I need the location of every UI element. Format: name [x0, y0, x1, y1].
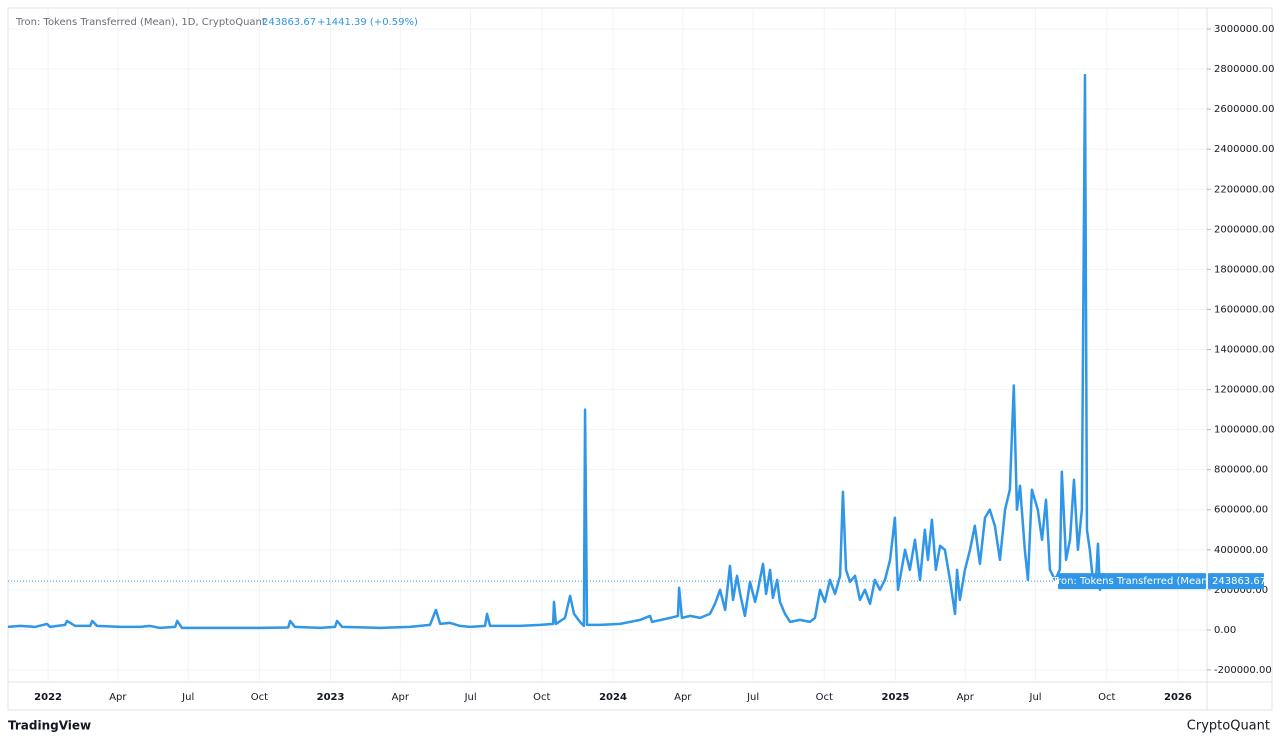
y-tick-label: 1000000.00 — [1214, 425, 1274, 436]
x-tick-label: Oct — [1098, 692, 1115, 703]
x-tick-label: Jul — [746, 692, 759, 703]
grid — [8, 8, 1207, 682]
footer-left: TradingView — [8, 719, 91, 733]
x-tick-label: 2023 — [317, 692, 345, 703]
y-tick-label: 2800000.00 — [1214, 64, 1274, 75]
x-tick-label: 2024 — [599, 692, 627, 703]
last-value: 243863.67 — [262, 17, 316, 28]
x-tick-label: Oct — [533, 692, 550, 703]
series-badge — [1058, 573, 1206, 590]
y-tick-label: 2000000.00 — [1214, 224, 1274, 235]
series-line — [7, 73, 1104, 630]
x-tick-label: 2022 — [34, 692, 62, 703]
y-tick-label: 2200000.00 — [1214, 184, 1274, 195]
price-label: 243863.67 — [1212, 576, 1266, 587]
axes: -200000.00 0.00 200000.00 400000.00 600000.0… — [34, 24, 1274, 703]
footer-right: CryptoQuant — [1187, 719, 1270, 734]
y-tick-label: 2400000.00 — [1214, 144, 1274, 155]
change: +1441.39 (+0.59%) — [317, 17, 418, 28]
x-tick-label: Jul — [181, 692, 194, 703]
x-tick-label: Oct — [816, 692, 833, 703]
y-tick-label: 1600000.00 — [1214, 304, 1274, 315]
frame — [7, 7, 1273, 711]
price-badge — [1208, 573, 1264, 590]
chart-title: Tron: Tokens Transferred (Mean), 1D, Cry… — [15, 17, 266, 28]
y-tick-label: -200000.00 — [1214, 665, 1272, 676]
x-tick-label: Apr — [674, 692, 692, 703]
x-tick-label: 2026 — [1164, 692, 1192, 703]
y-tick-label: 2600000.00 — [1214, 104, 1274, 115]
y-tick-label: 600000.00 — [1214, 505, 1268, 516]
y-tick-label: 1800000.00 — [1214, 264, 1274, 275]
x-tick-label: Jul — [464, 692, 477, 703]
y-tick-label: 1200000.00 — [1214, 385, 1274, 396]
x-tick-label: Apr — [109, 692, 127, 703]
x-tick-label: Apr — [392, 692, 410, 703]
y-tick-label: 1400000.00 — [1214, 345, 1274, 356]
y-tick-label: 400000.00 — [1214, 545, 1268, 556]
x-tick-label: Oct — [251, 692, 268, 703]
plot — [7, 73, 1207, 630]
y-tick-label: 3000000.00 — [1214, 24, 1274, 35]
x-tick-label: 2025 — [882, 692, 910, 703]
y-tick-label: 800000.00 — [1214, 465, 1268, 476]
series-badge-label: Tron: Tokens Transferred (Mean) — [1051, 576, 1211, 587]
x-tick-label: Jul — [1029, 692, 1042, 703]
x-tick-label: Apr — [957, 692, 975, 703]
y-tick-label: 200000.00 — [1214, 585, 1268, 596]
y-tick-label: 0.00 — [1214, 625, 1236, 636]
